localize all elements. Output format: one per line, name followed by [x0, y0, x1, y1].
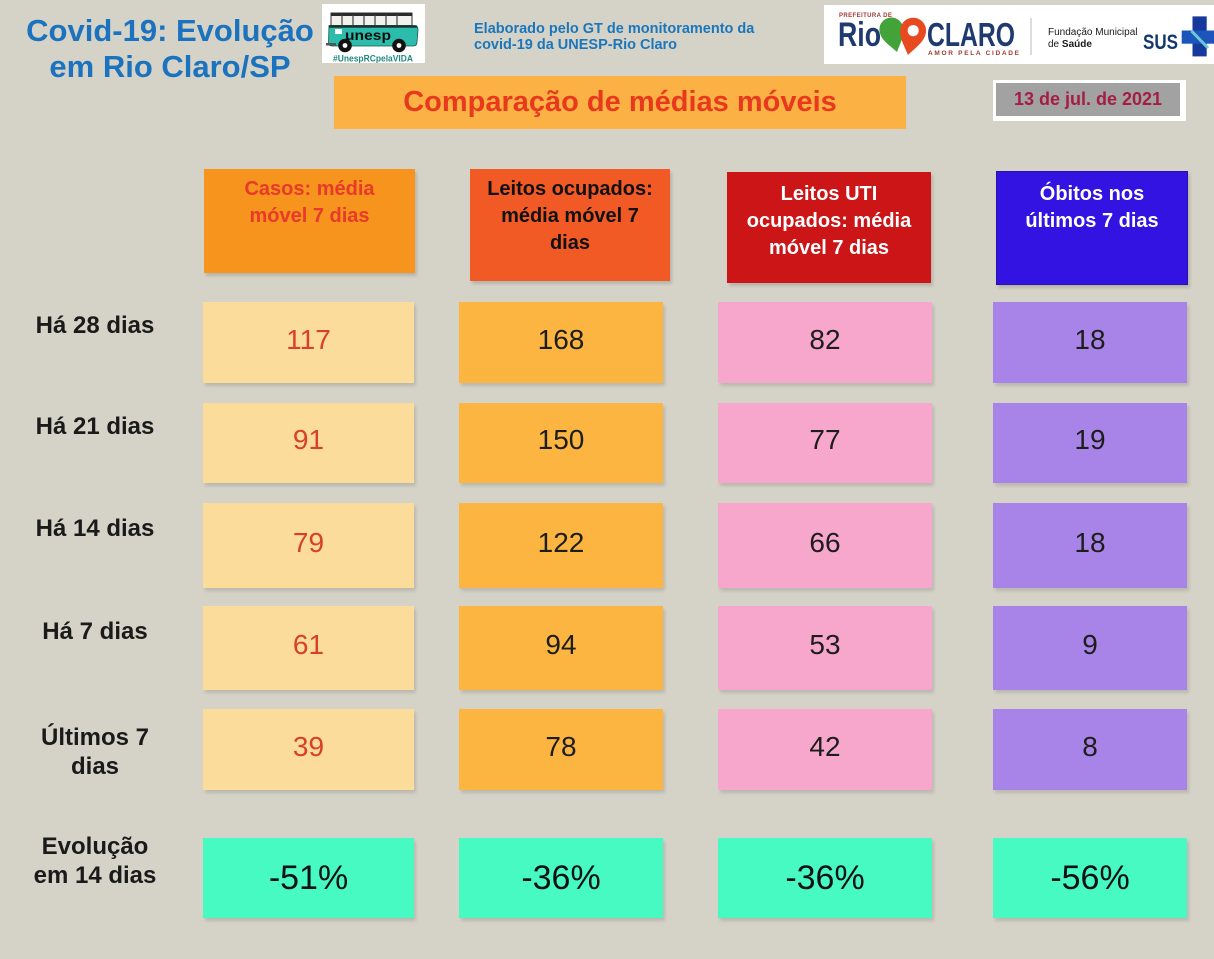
svg-text:Rio: Rio — [838, 16, 881, 54]
svg-text:Fundação Municipal: Fundação Municipal — [1048, 27, 1138, 38]
svg-text:unesp: unesp — [345, 27, 391, 43]
svg-text:#UnespRCpelaVIDA: #UnespRCpelaVIDA — [333, 54, 413, 64]
svg-text:CLARO: CLARO — [927, 16, 1015, 53]
svg-text:PREFEITURA DE: PREFEITURA DE — [839, 13, 892, 19]
svg-text:de Saúde: de Saúde — [1048, 39, 1092, 50]
svg-text:AMOR PELA CIDADE: AMOR PELA CIDADE — [928, 50, 1021, 57]
svg-text:SUS: SUS — [1143, 31, 1178, 54]
